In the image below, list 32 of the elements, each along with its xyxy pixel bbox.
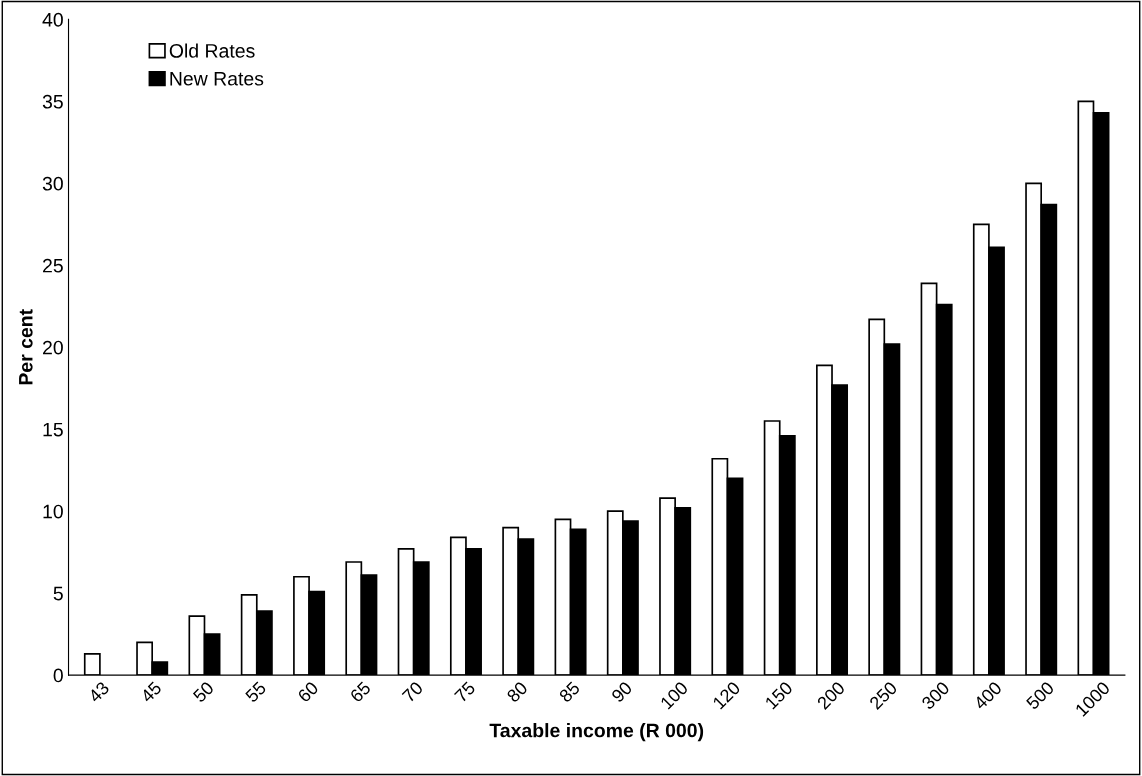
x-tick-label: 150 — [764, 680, 794, 710]
y-tick-label: 20 — [43, 340, 63, 355]
x-tick-label: 45 — [139, 680, 163, 704]
x-tick-label: 200 — [816, 680, 846, 711]
y-tick-label: 30 — [42, 176, 63, 191]
x-tick-label: 65 — [349, 680, 372, 703]
x-tick-label: 70 — [401, 680, 424, 703]
y-tick-label: 35 — [42, 94, 63, 109]
x-tick-label: 85 — [558, 680, 581, 703]
x-tick-label: 50 — [192, 680, 215, 704]
y-tick-label: 0 — [53, 668, 63, 683]
legend-label: Old Rates — [169, 43, 255, 58]
x-tick-label: 43 — [87, 680, 110, 704]
y-tick-label: 25 — [43, 258, 63, 273]
x-tick-label: 55 — [244, 680, 267, 704]
y-tick-label: 40 — [42, 12, 63, 27]
y-axis-title: Per cent — [19, 309, 33, 385]
x-tick-label: 90 — [610, 680, 633, 703]
x-tick-label: 100 — [659, 680, 689, 710]
x-tick-label: 75 — [454, 680, 476, 703]
x-tick-label: 250 — [868, 680, 898, 711]
y-tick-label: 10 — [43, 504, 63, 519]
x-tick-label: 400 — [972, 680, 1003, 711]
x-tick-label: 80 — [506, 680, 529, 703]
y-tick-label: 5 — [53, 586, 63, 601]
x-axis-title: Taxable income (R 000) — [489, 723, 704, 742]
x-tick-label: 60 — [297, 680, 320, 703]
legend-label: New Rates — [170, 72, 264, 86]
x-tick-label: 500 — [1025, 680, 1055, 711]
x-tick-label: 120 — [712, 680, 742, 710]
y-tick-label: 15 — [43, 422, 63, 437]
x-tick-label: 300 — [920, 680, 951, 711]
